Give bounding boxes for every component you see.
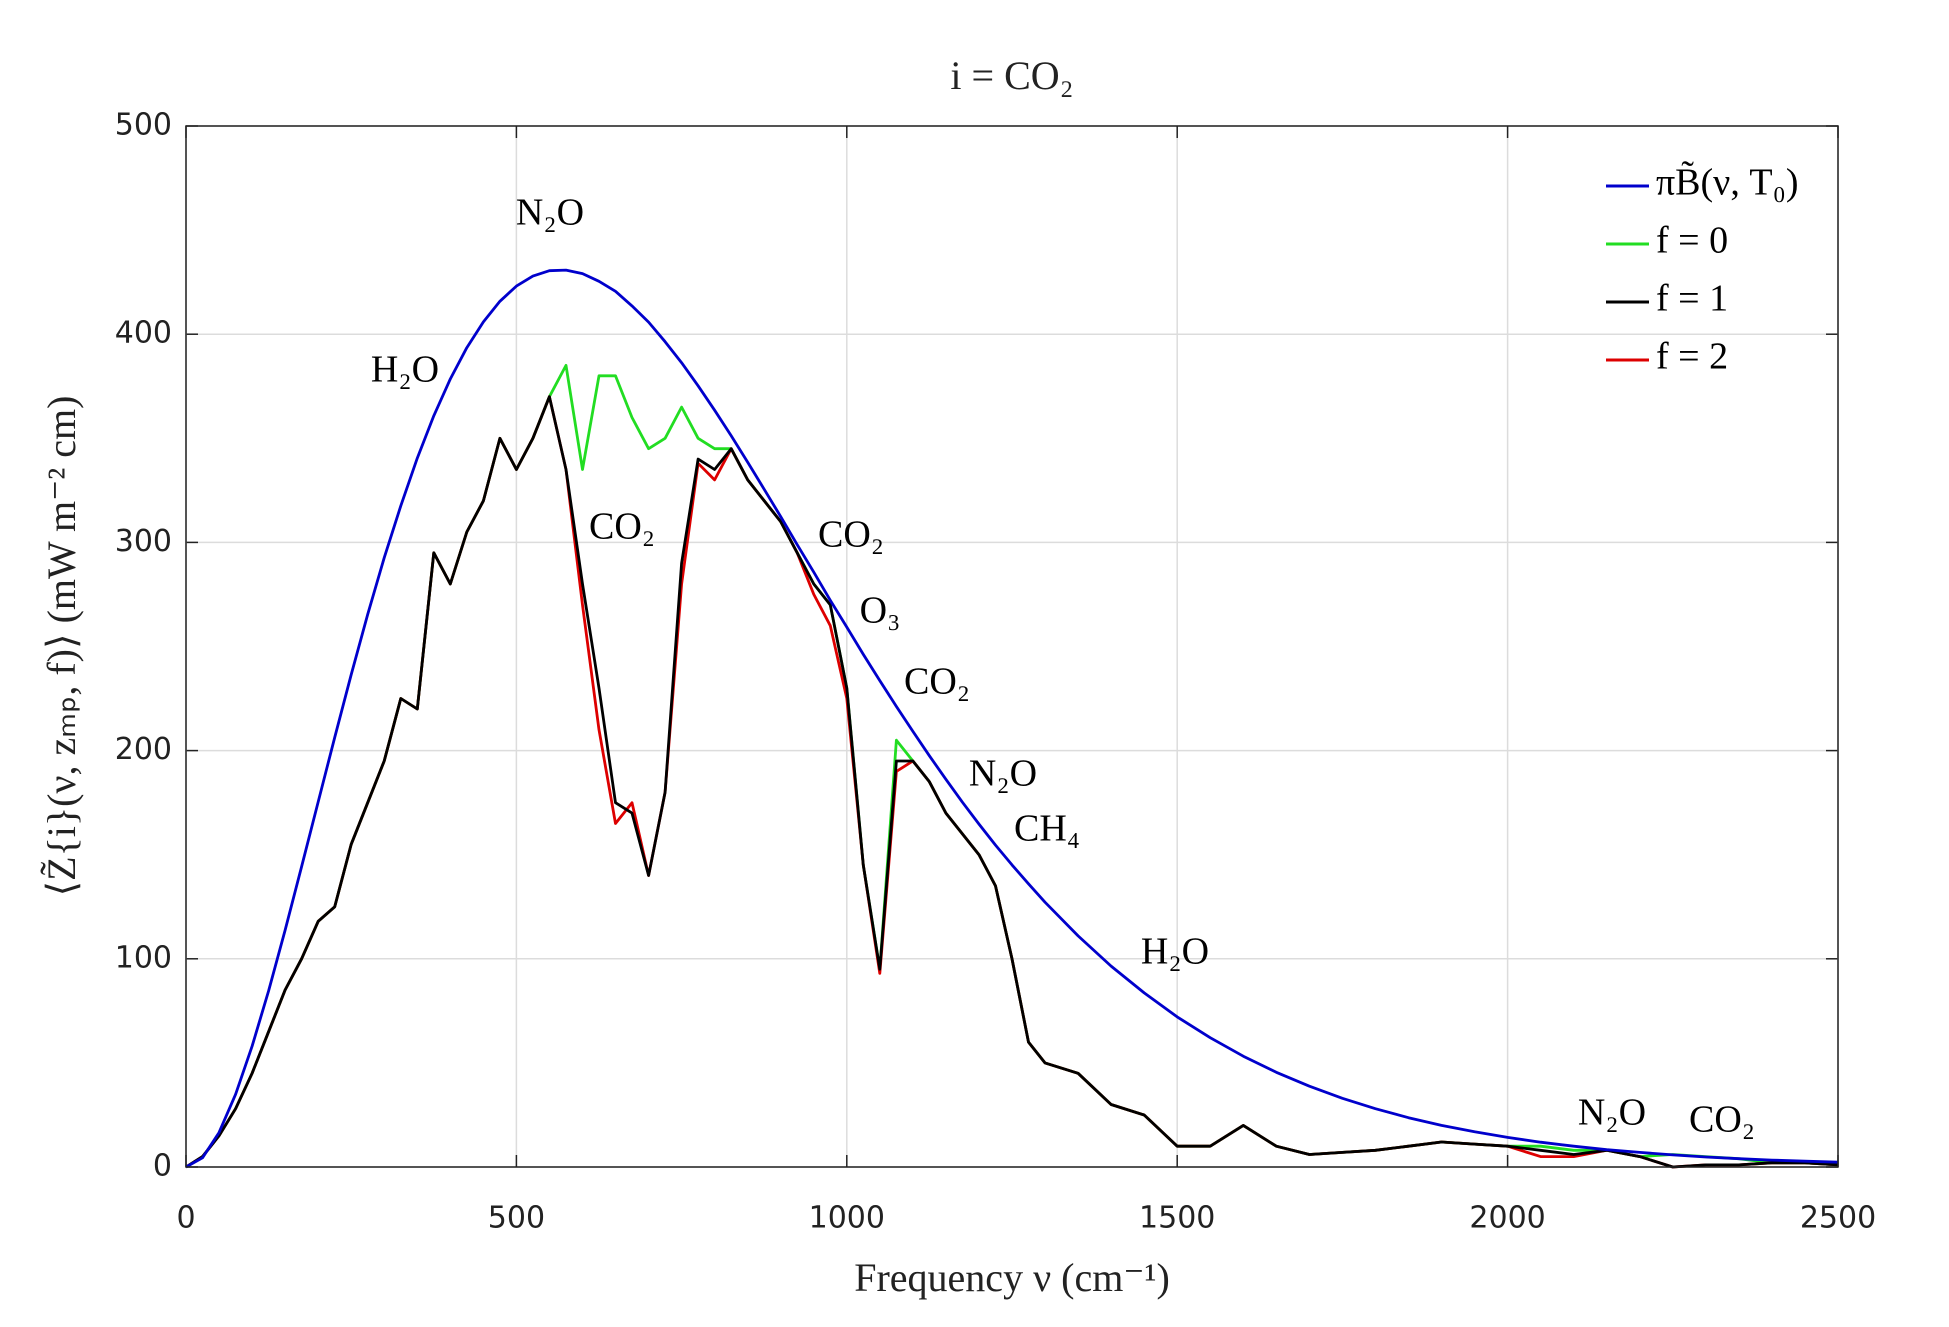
- annotation: N₂O: [1578, 1092, 1646, 1134]
- x-tick-label: 2000: [1469, 1201, 1545, 1236]
- legend-label: f = 1: [1656, 278, 1728, 320]
- x-tick-label: 1500: [1139, 1201, 1215, 1236]
- annotation: O₃: [860, 590, 901, 632]
- x-tick-label: 2500: [1800, 1201, 1876, 1236]
- y-axis-label: ⟨Z̃{i}(ν, zₘₚ, f)⟩ (mW m⁻² cm): [39, 396, 84, 897]
- annotation: H₂O: [371, 349, 439, 391]
- annotation: CO₂: [818, 514, 884, 556]
- legend-label: f = 0: [1656, 220, 1728, 262]
- y-tick-label: 100: [115, 940, 172, 975]
- axes-frame: [185, 125, 1839, 1168]
- legend-label: f = 2: [1656, 336, 1728, 378]
- x-tick-label: 0: [176, 1201, 195, 1236]
- series-line: [185, 395, 1839, 1169]
- annotation: CH₄: [1014, 808, 1080, 850]
- y-tick-label: 300: [115, 524, 172, 559]
- y-tick-label: 500: [115, 108, 172, 143]
- y-tick-label: 200: [115, 732, 172, 767]
- annotation: N₂O: [969, 753, 1037, 795]
- x-tick-label: 500: [488, 1201, 545, 1236]
- x-axis-label: Frequency ν (cm⁻¹): [854, 1255, 1170, 1300]
- annotation: N₂O: [516, 192, 584, 234]
- annotation: H₂O: [1141, 931, 1209, 973]
- chart-title: i = CO₂: [950, 53, 1073, 98]
- legend-label: πB̃(ν, T₀): [1656, 161, 1798, 203]
- x-tick-label: 1000: [809, 1201, 885, 1236]
- annotation: CO₂: [589, 506, 655, 548]
- plot-area: [186, 126, 1838, 1167]
- y-tick-label: 400: [115, 316, 172, 351]
- annotation: CO₂: [904, 661, 970, 703]
- y-tick-label: 0: [153, 1149, 172, 1184]
- annotation: CO₂: [1689, 1099, 1755, 1141]
- series-line: [185, 268, 1839, 1169]
